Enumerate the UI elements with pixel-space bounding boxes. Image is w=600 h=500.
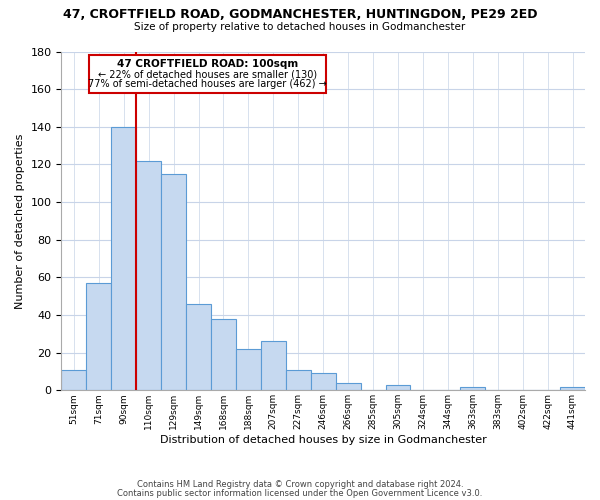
Bar <box>111 127 136 390</box>
Text: Size of property relative to detached houses in Godmanchester: Size of property relative to detached ho… <box>134 22 466 32</box>
Bar <box>560 386 585 390</box>
Bar <box>386 384 410 390</box>
Bar <box>335 383 361 390</box>
Bar <box>236 349 261 391</box>
X-axis label: Distribution of detached houses by size in Godmanchester: Distribution of detached houses by size … <box>160 435 487 445</box>
Text: Contains public sector information licensed under the Open Government Licence v3: Contains public sector information licen… <box>118 489 482 498</box>
Bar <box>136 160 161 390</box>
Y-axis label: Number of detached properties: Number of detached properties <box>15 133 25 308</box>
Bar <box>211 319 236 390</box>
Bar <box>186 304 211 390</box>
Bar <box>61 370 86 390</box>
Bar <box>286 370 311 390</box>
Bar <box>161 174 186 390</box>
Bar <box>311 374 335 390</box>
Text: 77% of semi-detached houses are larger (462) →: 77% of semi-detached houses are larger (… <box>88 80 326 90</box>
Text: 47 CROFTFIELD ROAD: 100sqm: 47 CROFTFIELD ROAD: 100sqm <box>116 58 298 68</box>
Text: Contains HM Land Registry data © Crown copyright and database right 2024.: Contains HM Land Registry data © Crown c… <box>137 480 463 489</box>
Text: ← 22% of detached houses are smaller (130): ← 22% of detached houses are smaller (13… <box>98 69 317 79</box>
Text: 47, CROFTFIELD ROAD, GODMANCHESTER, HUNTINGDON, PE29 2ED: 47, CROFTFIELD ROAD, GODMANCHESTER, HUNT… <box>63 8 537 20</box>
Bar <box>460 386 485 390</box>
Bar <box>86 283 111 391</box>
Bar <box>261 342 286 390</box>
FancyBboxPatch shape <box>89 56 326 93</box>
